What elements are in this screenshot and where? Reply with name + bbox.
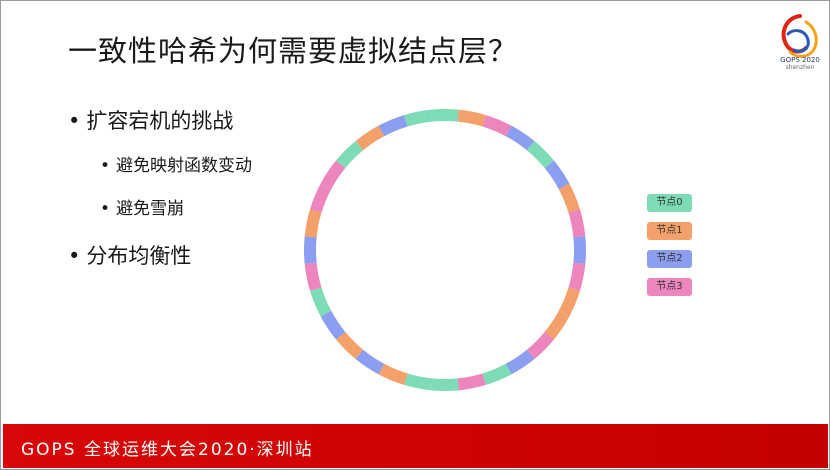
ring-segment-node-0	[431, 378, 459, 391]
ring-segment-node-0	[336, 141, 364, 169]
ring-segment-node-1	[336, 331, 364, 359]
bullet-dot: •	[100, 156, 111, 176]
legend-label: 节点1	[656, 225, 683, 236]
bullet-text: 避免映射函数变动	[116, 156, 253, 176]
logo-subtitle: shenzhen	[785, 64, 815, 71]
bullet-text: 扩容宕机的挑战	[86, 109, 234, 133]
hash-ring	[304, 109, 586, 391]
bullet-dot: •	[68, 244, 81, 268]
bullet-dot: •	[68, 109, 81, 133]
ring-segment-node-3	[304, 262, 322, 291]
ring-segment-node-0	[482, 363, 512, 385]
legend-node-1: 节点1	[647, 222, 692, 240]
footer-text: GOPS 全球运维大会2020·深圳站	[21, 440, 314, 460]
ring-segment-node-2	[304, 236, 317, 264]
ring-segment-node-1	[558, 287, 580, 317]
ring-segment-node-3	[568, 262, 586, 291]
logo-text: GOPS 2020 shenzhen	[768, 56, 830, 72]
bullet-item: • 分布均衡性	[68, 240, 191, 270]
ring-segment-node-3	[568, 209, 586, 238]
legend-label: 节点3	[656, 281, 683, 292]
ring-segment-node-0	[404, 373, 433, 391]
ring-segment-node-3	[457, 373, 486, 391]
ring-segment-node-2	[320, 310, 346, 340]
ring-segment-node-3	[482, 115, 512, 137]
ring-segment-node-2	[505, 349, 535, 375]
ring-segment-node-1	[544, 310, 570, 340]
ring-segment-node-1	[355, 125, 385, 151]
ring-segment-node-0	[526, 141, 554, 169]
ring-segment-node-0	[310, 287, 332, 317]
logo-title: GOPS 2020	[780, 56, 820, 64]
ring-segment-node-1	[457, 109, 486, 127]
ring-segment-node-1	[558, 183, 580, 213]
footer-bar: GOPS 全球运维大会2020·深圳站	[3, 424, 828, 468]
ring-segment-node-2	[378, 115, 408, 137]
ring-segment-node-1	[304, 209, 322, 238]
legend-node-0: 节点0	[647, 194, 692, 212]
ring-segment-node-3	[320, 160, 346, 190]
bullet-item: • 扩容宕机的挑战	[68, 105, 233, 135]
sub-bullet-item: • 避免映射函数变动	[100, 151, 252, 176]
bullet-text: 分布均衡性	[86, 244, 192, 268]
ring-segment-node-2	[573, 236, 586, 264]
sub-bullet-item: • 避免雪崩	[100, 194, 184, 219]
ring-segment-node-0	[404, 109, 433, 127]
ring-segment-node-3	[526, 331, 554, 359]
ring-segment-node-2	[544, 160, 570, 190]
bullet-text: 避免雪崩	[116, 199, 185, 219]
legend-node-2: 节点2	[647, 250, 692, 268]
legend-label: 节点2	[656, 253, 683, 264]
page-title: 一致性哈希为何需要虚拟结点层？	[68, 34, 519, 68]
ring-segment-node-2	[505, 125, 535, 151]
ring-segment-node-2	[355, 349, 385, 375]
legend-label: 节点0	[656, 197, 683, 208]
ring-segment-node-0	[431, 109, 459, 122]
bullet-dot: •	[100, 199, 111, 219]
legend-node-3: 节点3	[647, 278, 692, 296]
gops-logo	[781, 14, 818, 58]
hash-ring-area	[290, 100, 600, 400]
ring-segment-node-3	[310, 183, 332, 213]
ring-segment-node-1	[378, 363, 408, 385]
